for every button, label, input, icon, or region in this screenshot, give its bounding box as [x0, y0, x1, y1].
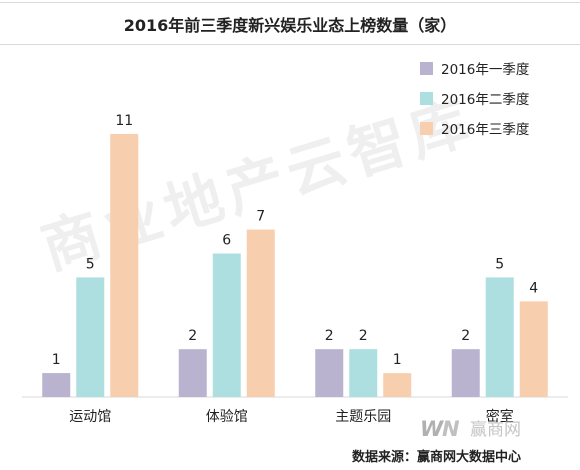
data-label-1-series-3: 11: [115, 113, 133, 129]
legend: 2016年一季度 2016年二季度 2016年三季度: [420, 58, 570, 148]
data-label-3-series-2: 2: [359, 328, 368, 344]
svg-text:W: W: [420, 417, 444, 440]
bar-2-series-2: [212, 253, 241, 397]
data-label-4-series-3: 4: [529, 280, 538, 296]
data-label-4-series-2: 5: [495, 256, 504, 272]
data-label-2-series-1: 2: [188, 328, 197, 344]
legend-label-3: 2016年三季度: [441, 122, 530, 138]
legend-swatch-2: [420, 91, 433, 105]
title-divider: [0, 44, 580, 45]
data-label-1-series-2: 5: [86, 256, 95, 272]
data-label-3-series-1: 2: [325, 328, 334, 344]
x-tick-label-3: 主题乐园: [335, 409, 391, 425]
data-label-2-series-2: 6: [222, 233, 231, 249]
x-tick-label-4: 密室: [486, 408, 514, 425]
bar-1-series-3: [110, 133, 139, 397]
legend-item-1: 2016年一季度: [420, 58, 570, 78]
x-tick-label-1: 运动馆: [69, 409, 111, 425]
bar-2-series-3: [246, 229, 275, 397]
bar-2-series-1: [178, 349, 207, 397]
bar-3-series-2: [349, 349, 378, 397]
bar-4-series-2: [485, 277, 514, 397]
svg-text:N: N: [442, 417, 460, 440]
source-note: 数据来源：赢商网大数据中心: [352, 450, 522, 465]
data-label-3-series-3: 1: [393, 352, 402, 368]
bar-3-series-1: [315, 349, 344, 397]
bar-4-series-3: [519, 301, 548, 397]
legend-swatch-3: [420, 121, 433, 135]
data-label-4-series-1: 2: [461, 328, 470, 344]
legend-swatch-1: [420, 61, 433, 75]
top-border: [0, 2, 580, 3]
chart-title: 2016年前三季度新兴娱乐业态上榜数量（家）: [123, 16, 457, 35]
data-label-1-series-1: 1: [52, 352, 61, 368]
bar-3-series-3: [383, 373, 412, 397]
legend-label-2: 2016年二季度: [441, 92, 530, 108]
bar-1-series-2: [76, 277, 105, 397]
bar-4-series-1: [451, 349, 480, 397]
winshang-logo: W N 赢商网: [420, 417, 521, 440]
svg-text:赢商网: 赢商网: [470, 420, 521, 440]
legend-item-2: 2016年二季度: [420, 88, 570, 108]
data-label-2-series-3: 7: [256, 209, 265, 225]
legend-item-3: 2016年三季度: [420, 118, 570, 138]
bar-1-series-1: [42, 373, 71, 397]
x-tick-label-2: 体验馆: [206, 409, 248, 425]
legend-label-1: 2016年一季度: [441, 62, 530, 78]
